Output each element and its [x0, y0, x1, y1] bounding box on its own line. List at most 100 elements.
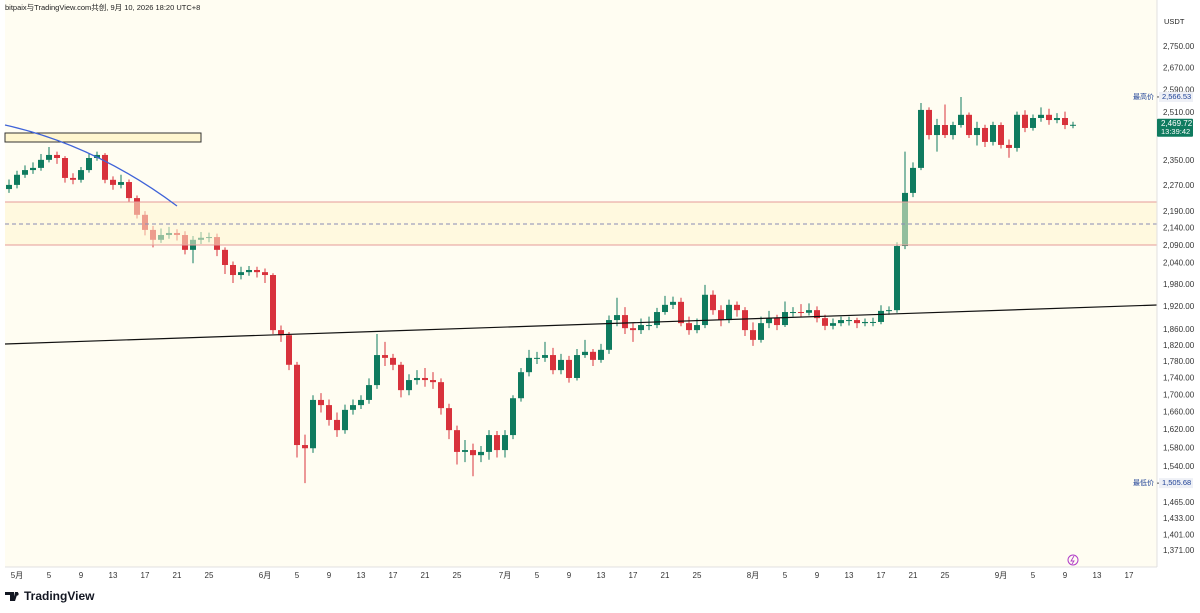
- candle-body: [734, 304, 740, 311]
- y-tick-label: 1,580.00: [1163, 443, 1195, 452]
- candle-body: [246, 269, 252, 273]
- x-tick-label: 5: [295, 571, 300, 580]
- candle-body: [78, 170, 84, 180]
- x-tick-label: 6月: [259, 571, 271, 580]
- candle-body: [430, 380, 436, 383]
- y-tick-label: 2,510.00: [1163, 108, 1195, 117]
- candle-body: [846, 320, 852, 322]
- y-tick-label: 1,433.00: [1163, 514, 1195, 523]
- logo-mark: [5, 592, 18, 601]
- candle-body: [454, 430, 460, 452]
- candle-body: [726, 304, 732, 321]
- candle-body: [870, 321, 876, 323]
- candle-body: [974, 127, 980, 136]
- x-tick-label: 7月: [499, 571, 511, 580]
- candle-body: [854, 320, 860, 324]
- candle-body: [110, 179, 116, 185]
- candle-body: [942, 125, 948, 136]
- logo-dot: [15, 592, 19, 596]
- x-tick-label: 25: [453, 571, 462, 580]
- candle-body: [286, 335, 292, 365]
- x-tick-label: 13: [357, 571, 366, 580]
- x-tick-label: 17: [141, 571, 150, 580]
- x-tick-label: 17: [877, 571, 886, 580]
- candle-body: [1062, 118, 1068, 126]
- candle-body: [254, 269, 260, 273]
- y-tick-label: 1,371.00: [1163, 546, 1195, 555]
- candle-body: [654, 312, 660, 326]
- candle-body: [350, 405, 356, 410]
- candle-body: [606, 320, 612, 350]
- price-label-box: [1159, 91, 1193, 102]
- logo: TradingView: [5, 589, 95, 603]
- y-tick-label: 1,920.00: [1163, 302, 1195, 311]
- x-tick-label: 9: [1063, 571, 1068, 580]
- candle-body: [638, 325, 644, 331]
- candle-body: [358, 399, 364, 406]
- alert-icon[interactable]: [1067, 554, 1079, 566]
- candle-body: [494, 435, 500, 451]
- x-tick-label: 25: [205, 571, 214, 580]
- currency-label: USDT: [1164, 17, 1185, 26]
- candle-body: [558, 359, 564, 371]
- candle-body: [62, 158, 68, 178]
- x-tick-label: 25: [693, 571, 702, 580]
- candle-body: [950, 125, 956, 136]
- x-tick-label: 17: [389, 571, 398, 580]
- candle-body: [478, 451, 484, 456]
- y-tick-label: 2,750.00: [1163, 42, 1195, 51]
- candle-body: [894, 246, 900, 311]
- candle-body: [830, 323, 836, 326]
- y-tick-label: 1,860.00: [1163, 325, 1195, 334]
- price-label-value: 1,505.68: [1162, 478, 1191, 487]
- candle-body: [70, 177, 76, 180]
- candle-body: [30, 167, 36, 171]
- candle-body: [118, 182, 124, 185]
- candle-body: [502, 435, 508, 451]
- candle-body: [446, 408, 452, 431]
- x-tick-label: 8月: [747, 571, 759, 580]
- candle-body: [366, 385, 372, 400]
- candle-body: [990, 125, 996, 142]
- candle-body: [934, 125, 940, 136]
- candle-body: [742, 310, 748, 331]
- brand-text: TradingView: [24, 589, 95, 603]
- candle-body: [566, 359, 572, 378]
- candle-body: [878, 310, 884, 322]
- y-tick-label: 1,660.00: [1163, 408, 1195, 417]
- candle-body: [582, 351, 588, 356]
- y-tick-label: 1,820.00: [1163, 341, 1195, 350]
- price-label-value: 2,566.53: [1162, 92, 1191, 101]
- candle-body: [910, 167, 916, 193]
- y-tick-label: 1,465.00: [1163, 498, 1195, 507]
- candle-body: [806, 310, 812, 313]
- candle-body: [334, 419, 340, 431]
- y-tick-label: 1,700.00: [1163, 390, 1195, 399]
- candle-body: [598, 349, 604, 360]
- candle-body: [230, 264, 236, 276]
- candle-body: [46, 154, 52, 160]
- x-tick-label: 5: [1031, 571, 1036, 580]
- x-tick-label: 21: [173, 571, 182, 580]
- x-tick-label: 21: [661, 571, 670, 580]
- x-tick-label: 25: [941, 571, 950, 580]
- drawings: [4, 124, 1158, 345]
- price-label-box: [1159, 478, 1193, 489]
- y-tick-label: 1,401.00: [1163, 530, 1195, 539]
- candle-body: [86, 158, 92, 171]
- x-tick-label: 5: [47, 571, 52, 580]
- x-tick-label: 5: [535, 571, 540, 580]
- candle-body: [710, 294, 716, 311]
- x-tick-label: 17: [629, 571, 638, 580]
- candle-body: [614, 315, 620, 321]
- candle-body: [238, 272, 244, 276]
- candle-body: [574, 355, 580, 378]
- candle-body: [694, 325, 700, 331]
- candle-body: [918, 109, 924, 168]
- y-tick-label: 1,740.00: [1163, 374, 1195, 383]
- candle-body: [702, 294, 708, 326]
- y-tick-label: 1,980.00: [1163, 280, 1195, 289]
- candle-body: [526, 357, 532, 373]
- candle-body: [302, 445, 308, 449]
- x-tick-label: 13: [1093, 571, 1102, 580]
